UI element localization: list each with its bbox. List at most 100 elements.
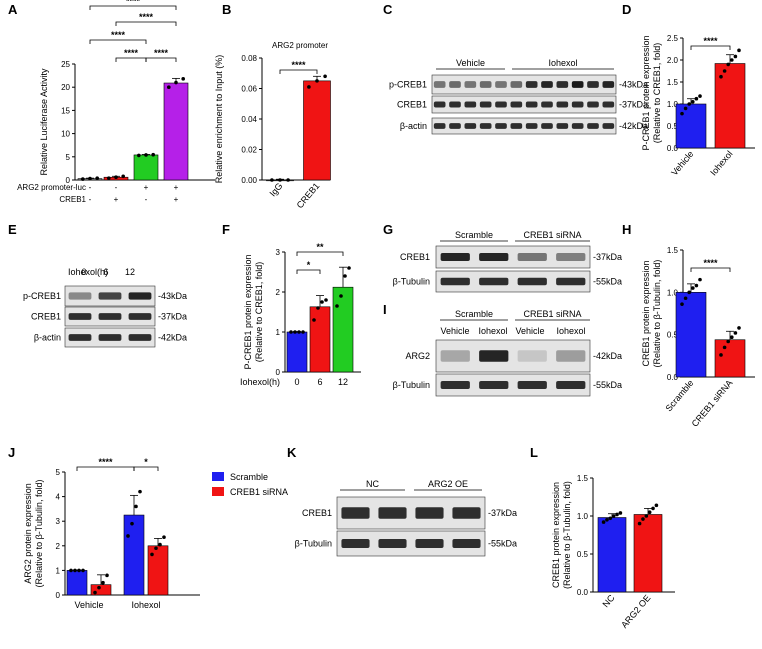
band-E xyxy=(98,313,122,320)
data-point-D xyxy=(687,102,691,106)
data-point-F xyxy=(312,318,316,322)
data-point-H xyxy=(698,277,702,282)
sig-bracket-H xyxy=(690,267,731,272)
data-point-H xyxy=(680,302,684,306)
sig-bracket-D xyxy=(690,45,731,50)
sig-bracket-A xyxy=(89,39,147,44)
bar-F xyxy=(309,306,331,373)
data-point-H xyxy=(737,326,741,330)
chart-D: 0.0 0.5 1.0 1.5 2.0 2.5 P-CREB1 protein expres… xyxy=(641,34,755,178)
data-point-A xyxy=(151,152,155,157)
data-point-D xyxy=(683,106,688,111)
data-point-D xyxy=(730,58,734,62)
data-point-J xyxy=(101,580,105,585)
y-tick-label-L: 0.5 xyxy=(577,550,589,559)
x-axis-label-F: Iohexol(h) xyxy=(240,377,280,387)
x-tick-label-L: ARG2 OE xyxy=(619,593,652,630)
band-K xyxy=(378,507,407,519)
y-tick-label-J: 0 xyxy=(56,591,61,600)
y-tick-label-J: 1 xyxy=(56,566,61,575)
band-C xyxy=(587,81,599,88)
band-E xyxy=(98,292,122,300)
bar-A xyxy=(133,154,159,181)
data-point-B xyxy=(270,178,274,182)
sig-label-B: **** xyxy=(291,60,306,70)
band-G xyxy=(440,277,470,286)
blot-row-label-G: CREB1 xyxy=(400,252,430,262)
y-tick-label-B: 0.08 xyxy=(241,54,257,63)
bar-B xyxy=(303,80,331,181)
blot-kda-I: -42kDa xyxy=(593,351,622,361)
band-C xyxy=(464,123,477,129)
band-C xyxy=(449,101,461,108)
y-tick-label-D: 0.5 xyxy=(667,122,679,131)
x-tick-label-F: 12 xyxy=(338,377,348,387)
band-C xyxy=(556,81,569,88)
band-C xyxy=(587,101,599,108)
row-value-A: + xyxy=(144,183,149,192)
data-point-H xyxy=(726,339,730,344)
sig-label-A: **** xyxy=(154,48,169,58)
sig-bracket-F xyxy=(296,269,321,274)
band-C xyxy=(541,101,553,108)
band-I xyxy=(479,350,509,362)
legend-swatch-J xyxy=(212,487,224,496)
sig-label-F: * xyxy=(307,260,311,270)
data-point-L xyxy=(605,518,609,522)
data-point-D xyxy=(698,94,702,98)
row-value-A: - xyxy=(115,183,118,192)
blot-kda-C: -43kDa xyxy=(619,80,648,90)
x-tick-label-H: Scramble xyxy=(663,378,695,414)
data-point-A xyxy=(121,174,125,179)
group-label-G: Scramble xyxy=(455,230,493,240)
sig-label-A: **** xyxy=(126,0,141,6)
blot-row-label-C: β-actin xyxy=(400,121,427,131)
data-point-B xyxy=(307,85,311,89)
legend-swatch-J xyxy=(212,472,224,481)
legend-label-J: CREB1 siRNA xyxy=(230,487,288,497)
chart-L: 0.0 0.5 1.0 1.5 CREB1 protein expression (Rel… xyxy=(551,474,675,630)
data-point-J xyxy=(134,504,138,509)
y-axis-label-A: Relative Luciferase Activity xyxy=(39,68,49,176)
blot-box-C xyxy=(431,95,617,114)
band-K xyxy=(415,507,444,519)
bar-D xyxy=(675,103,707,149)
data-point-H xyxy=(719,353,723,357)
band-K xyxy=(341,539,370,548)
data-point-H xyxy=(694,283,699,288)
x-tick-label-H: CREB1 siRNA xyxy=(690,378,735,429)
band-I xyxy=(479,381,509,389)
y-tick-label-F: 3 xyxy=(276,248,281,257)
blot-kda-G: -37kDa xyxy=(593,252,622,262)
y-axis-label-H: CREB1 protein expression xyxy=(641,260,651,366)
data-point-H xyxy=(722,345,727,350)
data-point-D xyxy=(694,96,699,101)
blot-time-label-E: 0 xyxy=(81,267,86,277)
band-C xyxy=(479,81,492,88)
data-point-J xyxy=(97,585,101,590)
data-point-J xyxy=(77,568,81,573)
band-C xyxy=(464,101,477,108)
data-point-F xyxy=(335,304,339,308)
x-tick-label-J: Vehicle xyxy=(74,600,103,610)
x-tick-label-L: NC xyxy=(601,592,617,609)
band-C xyxy=(541,81,553,88)
band-C xyxy=(571,101,584,108)
band-C xyxy=(433,81,446,88)
data-point-J xyxy=(69,568,73,573)
sig-label-J: **** xyxy=(98,457,113,467)
data-point-F xyxy=(289,330,293,334)
y-tick-label-A: 15 xyxy=(61,106,70,115)
band-C xyxy=(525,81,538,88)
chart-title-B: ARG2 promoter xyxy=(272,41,328,50)
x-tick-label-D: Iohexol xyxy=(708,149,734,178)
sig-bracket-A xyxy=(89,5,177,10)
y-tick-label-D: 0.0 xyxy=(667,144,679,153)
blot-box-I xyxy=(435,339,591,373)
panel-label-C: C xyxy=(383,2,393,17)
data-point-F xyxy=(347,266,351,270)
group-label-C: Vehicle xyxy=(456,58,485,68)
y-tick-label-F: 1 xyxy=(276,328,281,337)
